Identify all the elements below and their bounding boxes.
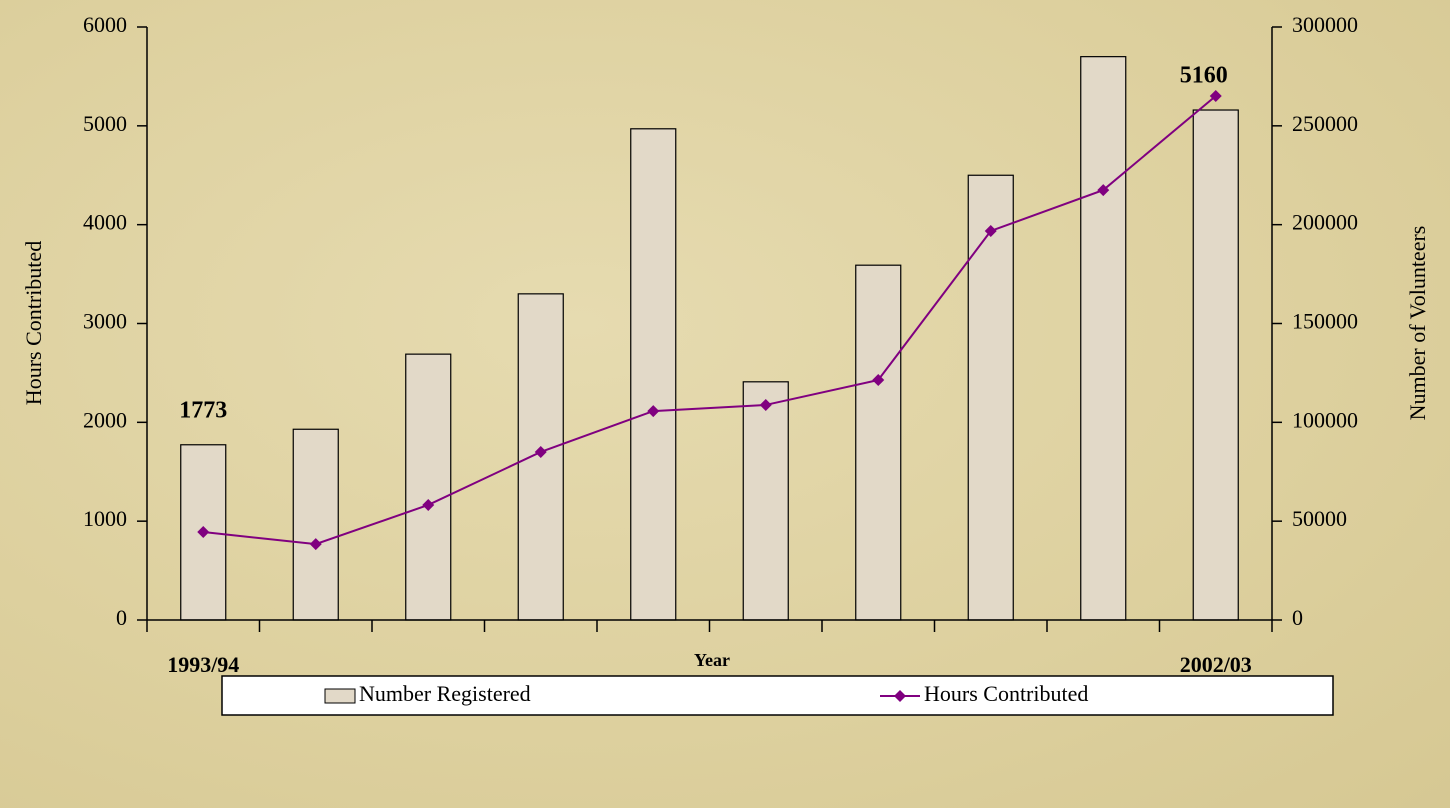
y-tick-label: 1000: [83, 506, 127, 531]
marker: [647, 405, 660, 418]
line: [203, 95, 1217, 546]
marker: [1097, 184, 1110, 197]
y2-tick-label: 100000: [1292, 407, 1358, 432]
marker: [872, 374, 885, 387]
y-tick-label: 5000: [83, 111, 127, 136]
bar: [855, 264, 902, 621]
marker: [534, 445, 547, 458]
legend-swatch: [324, 688, 356, 704]
y-tick-label: 3000: [83, 309, 127, 334]
bar: [630, 128, 677, 621]
y-tick-label: 4000: [83, 210, 127, 235]
marker: [309, 538, 322, 551]
marker: [422, 498, 435, 511]
y2-tick-label: 250000: [1292, 111, 1358, 136]
legend-label: Hours Contributed: [924, 681, 1088, 706]
bar: [1080, 56, 1127, 621]
y-tick-label: 2000: [83, 407, 127, 432]
y-axis-title: Hours Contributed: [21, 241, 46, 405]
legend-marker: [894, 690, 906, 702]
bar: [1192, 109, 1239, 621]
x-tick-label: 1993/94: [167, 652, 239, 677]
bar: [742, 381, 789, 621]
y2-tick-label: 0: [1292, 605, 1303, 630]
y2-tick-label: 150000: [1292, 309, 1358, 334]
marker: [984, 224, 997, 237]
marker: [759, 398, 772, 411]
bar: [405, 353, 452, 621]
data-label: 5160: [1180, 63, 1228, 89]
y2-tick-label: 50000: [1292, 506, 1347, 531]
y-tick-label: 0: [116, 605, 127, 630]
marker: [1209, 89, 1222, 102]
bar: [292, 428, 339, 621]
legend-box: [221, 675, 1334, 716]
y2-tick-label: 300000: [1292, 12, 1358, 37]
x-axis-title: Year: [694, 650, 730, 670]
x-tick-label: 2002/03: [1180, 652, 1252, 677]
legend-label: Number Registered: [359, 681, 531, 706]
bar: [967, 174, 1014, 621]
y2-tick-label: 200000: [1292, 210, 1358, 235]
marker: [197, 526, 210, 539]
y-tick-label: 6000: [83, 12, 127, 37]
data-label: 1773: [179, 397, 227, 423]
y2-axis-title: Number of Volunteers: [1405, 226, 1430, 421]
